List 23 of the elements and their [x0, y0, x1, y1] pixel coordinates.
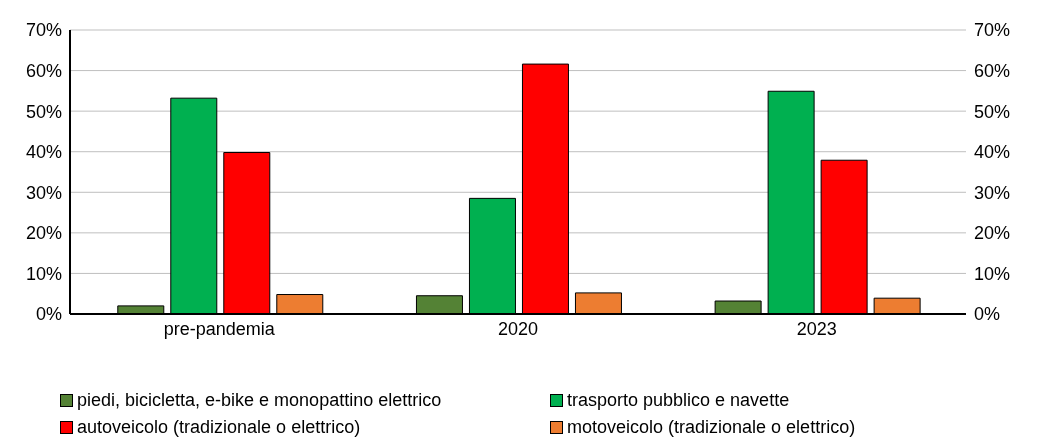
x-tick-label: pre-pandemia: [163, 318, 276, 339]
y-tick-label: 60%: [25, 60, 62, 81]
y2-tick-label: 40%: [974, 142, 1011, 163]
y-tick-label: 40%: [25, 142, 62, 163]
x-tick-label: 2023: [796, 318, 837, 339]
x-tick-label: 2020: [497, 318, 539, 339]
y2-tick-label: 60%: [974, 60, 1011, 81]
y-tick-label: 0%: [35, 304, 62, 325]
y-tick-label: 30%: [25, 182, 62, 203]
legend-label: autoveicolo (tradizionale o elettrico): [77, 417, 361, 438]
y-tick-label: 50%: [25, 101, 62, 122]
y2-tick-label: 0%: [974, 304, 1001, 325]
legend-label: piedi, bicicletta, e-bike e monopattino elettrico: [77, 390, 442, 411]
legend-label: motoveicolo (tradizionale o elettrico): [567, 417, 856, 438]
legend-label: trasporto pubblico e navette: [567, 390, 790, 411]
y2-tick-label: 20%: [974, 223, 1011, 244]
y2-tick-label: 70%: [974, 20, 1011, 41]
y-tick-label: 20%: [25, 223, 62, 244]
y2-tick-label: 10%: [974, 263, 1011, 284]
y-tick-label: 10%: [25, 263, 62, 284]
y2-tick-label: 50%: [974, 101, 1011, 122]
y-tick-label: 70%: [25, 20, 62, 41]
y2-tick-label: 30%: [974, 182, 1011, 203]
